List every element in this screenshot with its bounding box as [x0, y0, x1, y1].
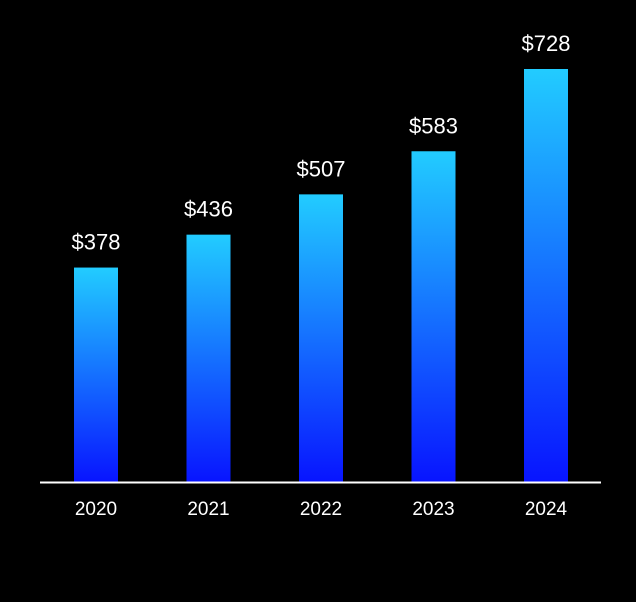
- x-tick-label: 2024: [525, 499, 568, 520]
- x-tick-label: 2020: [75, 499, 117, 520]
- data-label: $378: [72, 230, 121, 255]
- x-tick-label: 2022: [300, 499, 342, 520]
- bar-2021: [186, 234, 231, 482]
- bar-2024: [524, 69, 568, 482]
- data-label: $728: [522, 31, 571, 56]
- x-tick-label: 2023: [412, 499, 454, 520]
- data-label: $583: [409, 113, 458, 138]
- x-tick-label: 2021: [187, 499, 229, 520]
- bar-2020: [74, 267, 118, 482]
- bar-2022: [299, 194, 343, 482]
- bar-2023: [411, 151, 456, 482]
- data-label: $507: [297, 156, 346, 181]
- data-label: $436: [184, 197, 233, 222]
